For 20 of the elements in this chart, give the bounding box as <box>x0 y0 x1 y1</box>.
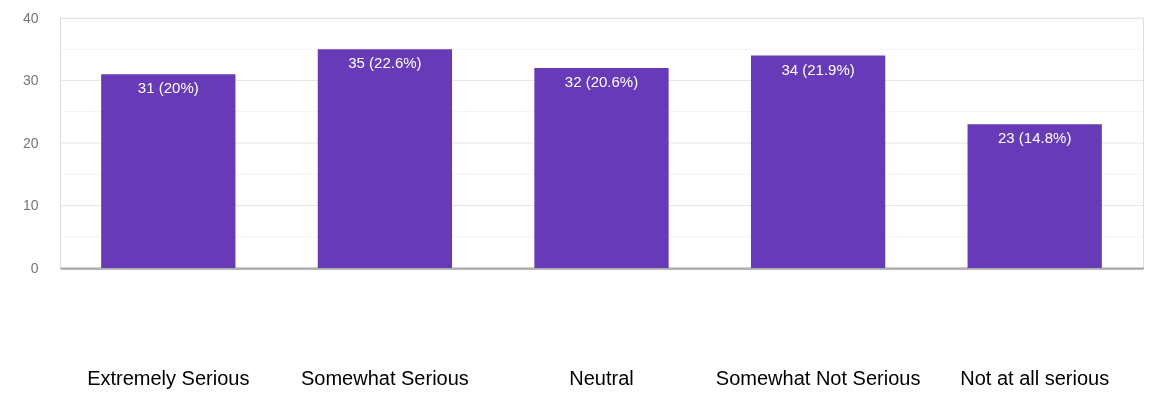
x-tick-label: Somewhat Not Serious <box>715 366 921 389</box>
x-tick-label: Neutral <box>569 366 634 389</box>
y-tick-label: 20 <box>22 134 39 151</box>
x-tick-label: Extremely Serious <box>87 366 250 389</box>
bar <box>101 74 236 268</box>
y-tick-label: 10 <box>22 197 39 213</box>
data-label: 34 (21.9%) <box>781 60 855 78</box>
x-tick-label: Somewhat Serious <box>300 366 469 389</box>
y-tick-label: 30 <box>22 72 39 88</box>
data-label: 23 (14.8%) <box>998 129 1072 147</box>
data-label: 35 (22.6%) <box>348 54 422 72</box>
data-label: 32 (20.6%) <box>564 73 639 90</box>
data-label: 31 (20%) <box>137 79 199 97</box>
x-tick-label: Not at all serious <box>960 366 1110 389</box>
bar <box>534 68 669 268</box>
y-tick-label: 0 <box>30 259 39 276</box>
bar <box>317 49 453 268</box>
bar <box>967 124 1102 268</box>
bar <box>750 55 886 268</box>
y-tick-label: 40 <box>22 9 39 26</box>
